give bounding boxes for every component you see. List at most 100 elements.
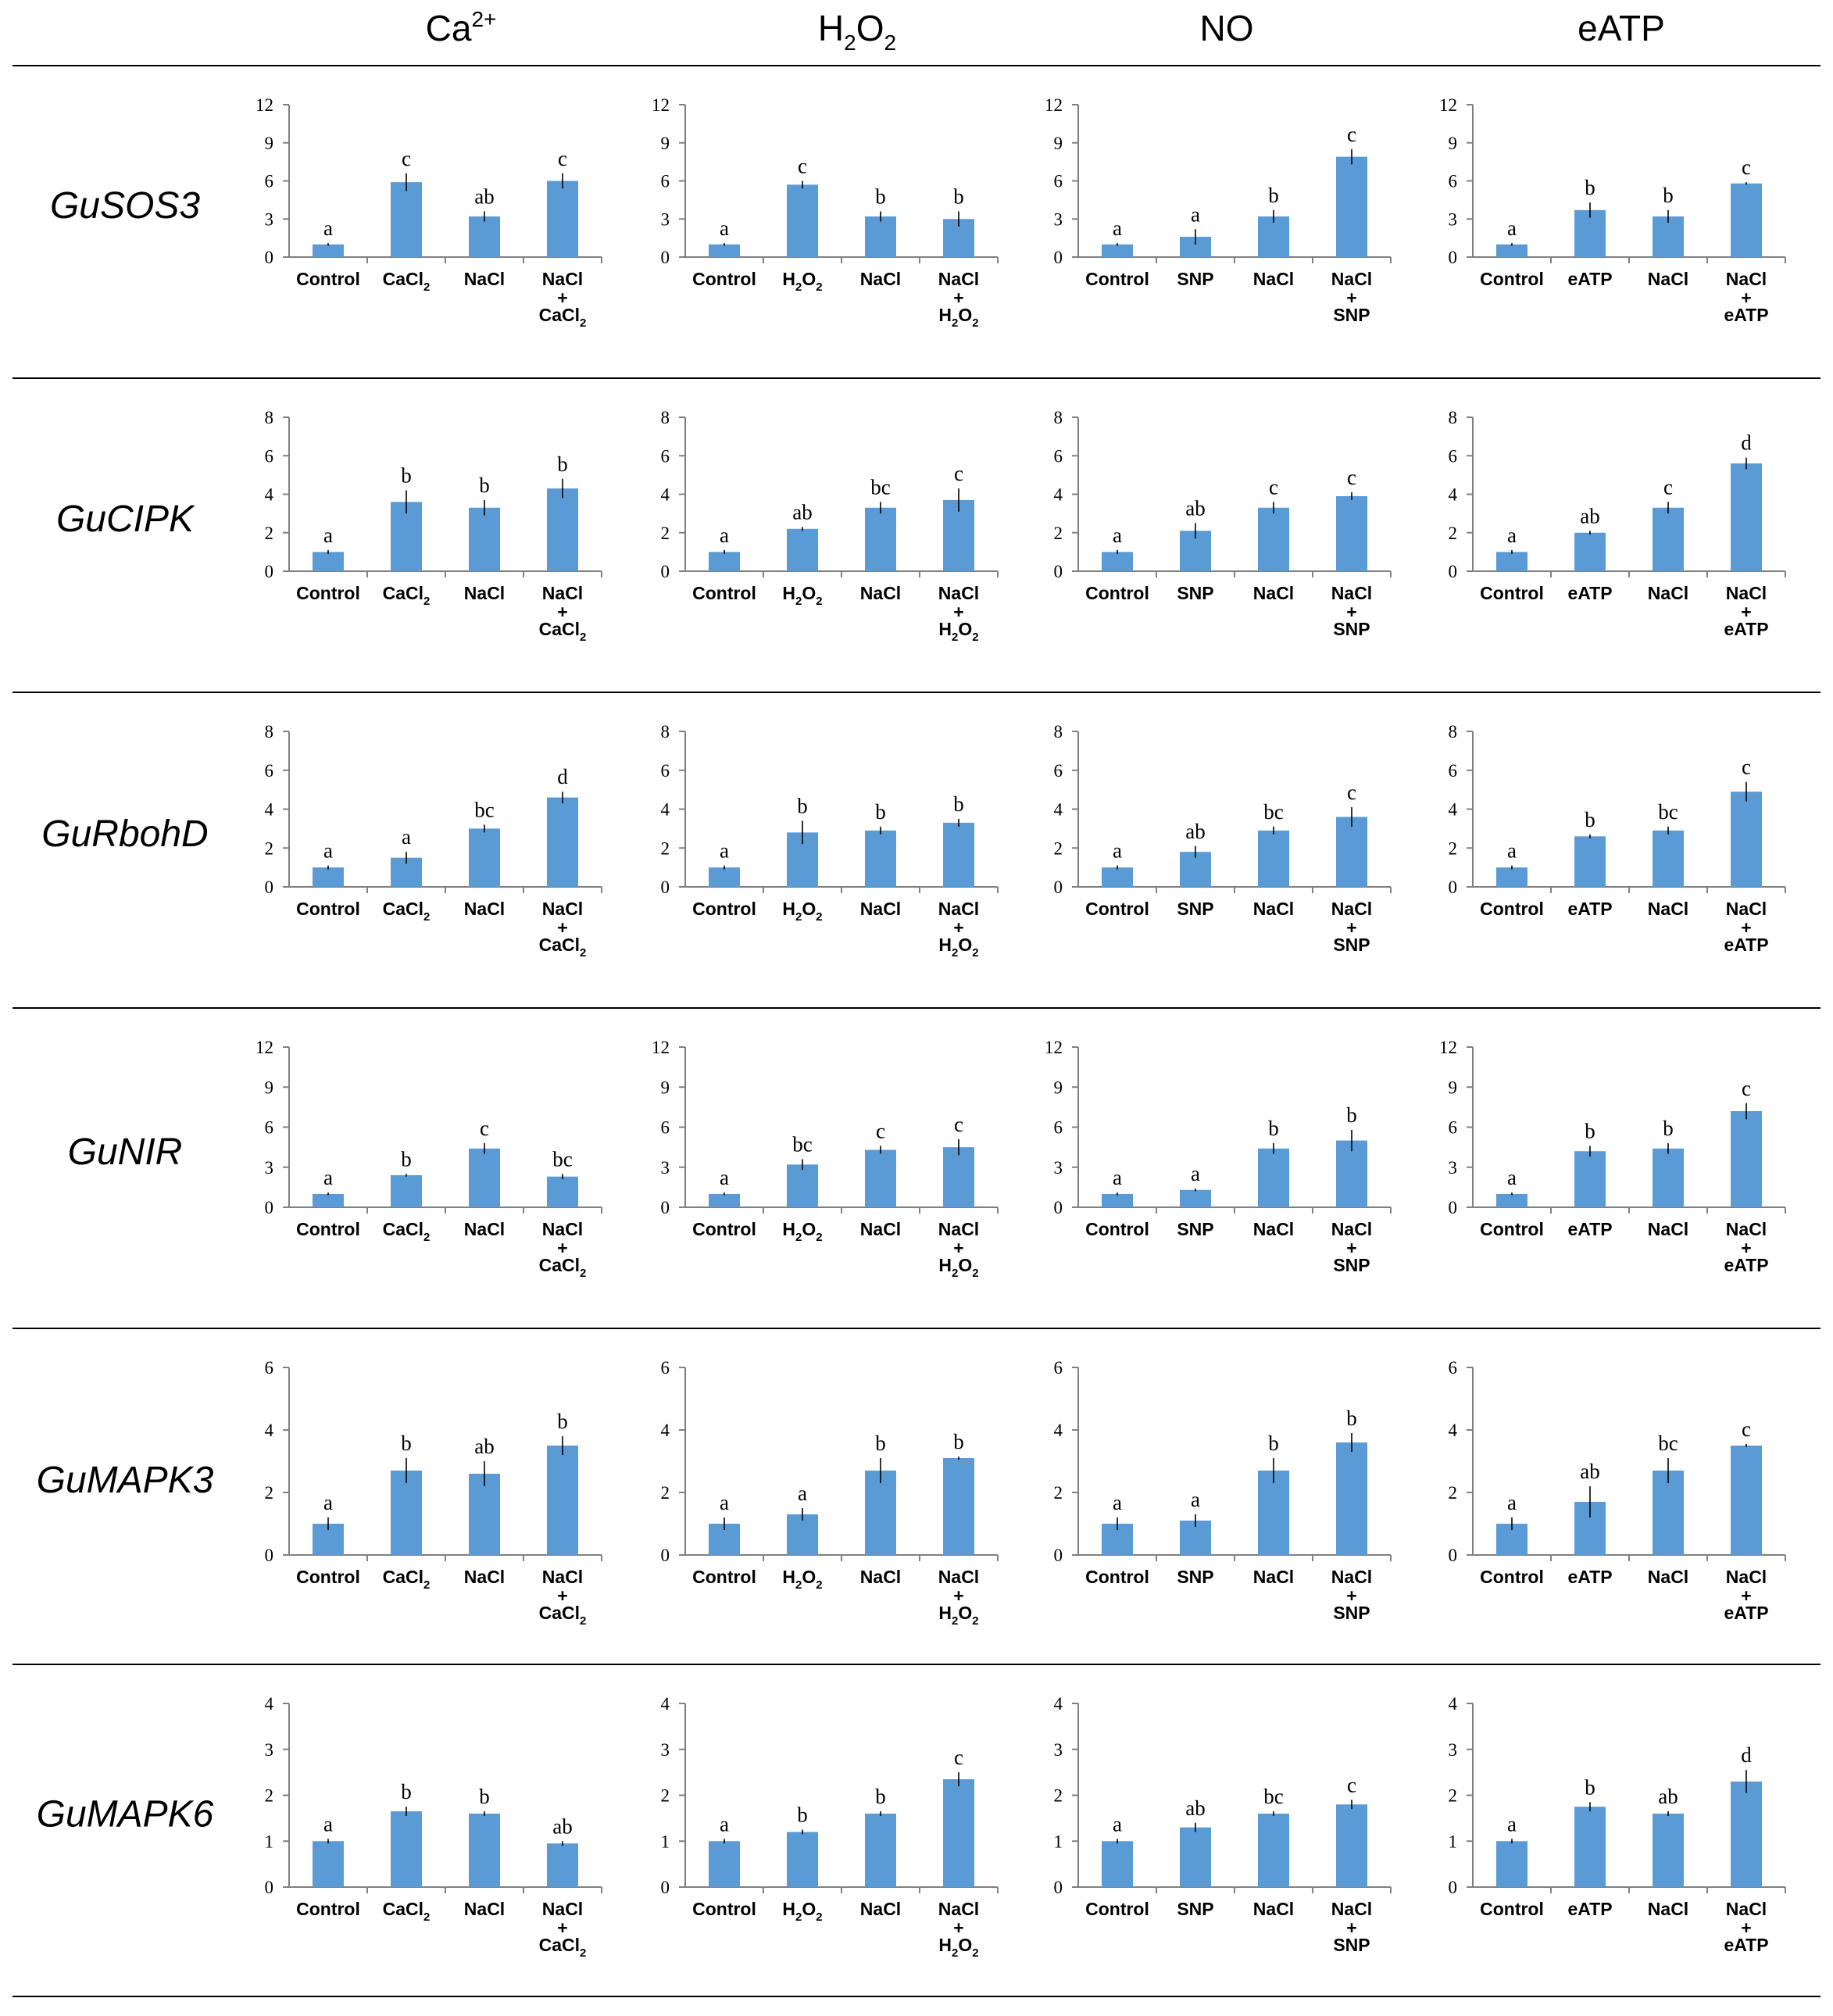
y-tick-label: 2 xyxy=(1054,1483,1063,1503)
significance-letter: b xyxy=(1585,1119,1595,1142)
significance-letter: c xyxy=(954,1113,963,1136)
category-label: NaCl xyxy=(1648,583,1688,603)
category-label: Control xyxy=(1480,1219,1544,1239)
y-tick-label: 6 xyxy=(265,172,274,191)
y-tick-label: 3 xyxy=(1054,1740,1063,1760)
category-label: NaCl xyxy=(860,1567,901,1587)
bar xyxy=(1731,1111,1762,1207)
y-tick-label: 0 xyxy=(661,1546,670,1565)
svg-text:NaCl: NaCl xyxy=(938,1899,979,1919)
category-label: eATP xyxy=(1567,269,1612,289)
category-label: NaCl+H2O2 xyxy=(938,583,979,644)
svg-text:NaCl: NaCl xyxy=(1331,583,1372,603)
significance-letter: a xyxy=(720,1812,729,1835)
category-label: NaCl+CaCl2 xyxy=(539,269,587,330)
bar xyxy=(943,499,974,571)
significance-letter: d xyxy=(1741,1743,1752,1767)
bar xyxy=(1731,792,1762,887)
significance-letter: b xyxy=(1346,1103,1357,1127)
svg-text:NaCl: NaCl xyxy=(464,1567,505,1587)
svg-text:CaCl2: CaCl2 xyxy=(539,935,587,960)
svg-text:H2O2: H2O2 xyxy=(782,1219,822,1244)
category-label: eATP xyxy=(1567,1899,1612,1919)
svg-text:+: + xyxy=(557,288,567,308)
significance-letter: d xyxy=(1741,431,1752,455)
y-tick-label: 2 xyxy=(661,524,670,543)
y-tick-label: 4 xyxy=(265,485,274,505)
svg-text:NaCl: NaCl xyxy=(860,583,901,603)
significance-letter: a xyxy=(720,1491,729,1514)
category-label: CaCl2 xyxy=(383,1219,431,1244)
y-tick-label: 0 xyxy=(661,248,670,267)
svg-text:NaCl: NaCl xyxy=(1726,899,1767,919)
category-label: Control xyxy=(296,269,360,289)
y-tick-label: 6 xyxy=(1449,446,1458,466)
category-label: CaCl2 xyxy=(383,269,431,294)
significance-letter: a xyxy=(1113,1166,1122,1189)
category-label: Control xyxy=(1480,1899,1544,1919)
svg-text:NaCl: NaCl xyxy=(542,1219,583,1239)
svg-text:Control: Control xyxy=(1085,1219,1149,1239)
svg-text:NaCl: NaCl xyxy=(938,1567,979,1587)
significance-letter: b xyxy=(875,1432,886,1455)
bar xyxy=(709,244,740,257)
significance-letter: b xyxy=(401,1147,412,1171)
svg-text:NaCl: NaCl xyxy=(938,269,979,289)
y-tick-label: 9 xyxy=(1054,134,1063,153)
category-label: NaCl+SNP xyxy=(1331,1219,1372,1275)
significance-letter: b xyxy=(1268,184,1279,207)
category-label: NaCl+CaCl2 xyxy=(539,1219,587,1280)
significance-letter: a xyxy=(720,216,729,240)
category-label: NaCl xyxy=(1648,1567,1688,1587)
y-tick-label: 9 xyxy=(265,134,274,153)
svg-text:eATP: eATP xyxy=(1567,899,1612,919)
svg-text:CaCl2: CaCl2 xyxy=(383,269,431,294)
significance-letter: b xyxy=(875,1785,886,1808)
bar xyxy=(313,552,344,571)
svg-text:SNP: SNP xyxy=(1177,1899,1213,1919)
svg-text:Control: Control xyxy=(692,269,756,289)
y-tick-label: 0 xyxy=(265,248,274,267)
bar xyxy=(391,182,422,257)
category-label: Control xyxy=(1085,1567,1149,1587)
y-tick-label: 3 xyxy=(661,1740,670,1760)
y-tick-label: 8 xyxy=(661,722,670,742)
gene-label: GuSOS3 xyxy=(50,185,200,227)
bar xyxy=(1180,1827,1211,1887)
column-header-2: NO xyxy=(1200,8,1254,48)
category-label: NaCl xyxy=(464,583,505,603)
gene-label: GuCIPK xyxy=(56,499,195,540)
significance-letter: a xyxy=(1191,1488,1200,1511)
category-label: NaCl+CaCl2 xyxy=(539,899,587,960)
category-label: Control xyxy=(1085,583,1149,603)
bar xyxy=(1731,1446,1762,1555)
y-tick-label: 3 xyxy=(1449,209,1458,229)
svg-text:NaCl: NaCl xyxy=(1331,269,1372,289)
svg-text:eATP: eATP xyxy=(1724,619,1768,639)
bar xyxy=(469,216,500,257)
y-tick-label: 0 xyxy=(1054,1878,1063,1897)
category-label: SNP xyxy=(1177,1899,1213,1919)
svg-text:NaCl: NaCl xyxy=(542,1899,583,1919)
y-tick-label: 0 xyxy=(1449,878,1458,897)
category-label: NaCl xyxy=(1253,1219,1294,1239)
svg-text:H2O2: H2O2 xyxy=(938,1603,978,1628)
svg-text:NaCl: NaCl xyxy=(860,1899,901,1919)
bar xyxy=(469,507,500,571)
category-label: Control xyxy=(692,583,756,603)
significance-letter: b xyxy=(479,1785,490,1808)
y-tick-label: 6 xyxy=(661,172,670,191)
y-tick-label: 2 xyxy=(661,838,670,858)
bar xyxy=(865,1149,896,1207)
svg-text:Control: Control xyxy=(296,1219,360,1239)
bar xyxy=(787,1832,818,1887)
svg-text:NaCl: NaCl xyxy=(938,583,979,603)
svg-text:NaCl: NaCl xyxy=(1648,1219,1688,1239)
y-tick-label: 6 xyxy=(1449,761,1458,781)
category-label: Control xyxy=(692,269,756,289)
svg-text:CaCl2: CaCl2 xyxy=(539,1603,587,1628)
